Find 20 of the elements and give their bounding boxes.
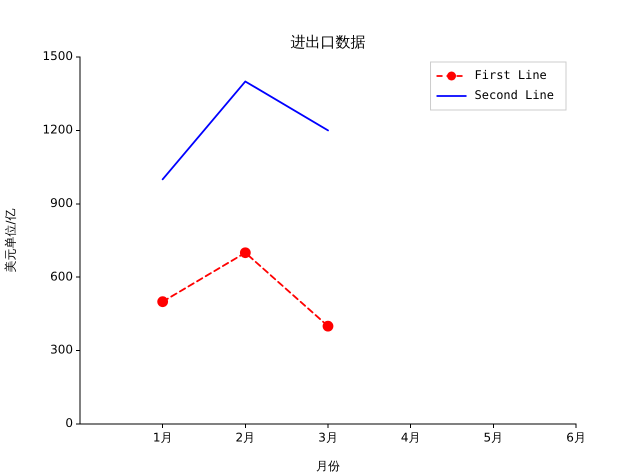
y-tick-label: 300 bbox=[50, 342, 73, 357]
legend-label: First Line bbox=[474, 68, 547, 82]
y-tick-label: 0 bbox=[65, 416, 73, 430]
x-tick-label: 5月 bbox=[484, 430, 504, 444]
chart-title: 进出口数据 bbox=[290, 33, 366, 51]
x-tick-label: 2月 bbox=[236, 430, 256, 444]
y-axis-title: 美元单位/亿 bbox=[3, 208, 18, 273]
x-tick-label: 1月 bbox=[152, 430, 172, 444]
y-tick-label: 600 bbox=[50, 269, 73, 284]
y-tick-label: 1500 bbox=[42, 49, 73, 64]
point bbox=[240, 247, 251, 258]
x-tick-label: 3月 bbox=[318, 430, 338, 444]
y-tick-label: 1200 bbox=[42, 122, 73, 137]
y-tick-label: 900 bbox=[50, 196, 73, 210]
x-tick-label: 6月 bbox=[566, 430, 586, 444]
point bbox=[157, 296, 168, 308]
legend-label: Second Line bbox=[474, 88, 554, 102]
x-axis-title: 月份 bbox=[316, 458, 340, 473]
point bbox=[322, 320, 334, 332]
x-tick-label: 4月 bbox=[400, 430, 420, 444]
